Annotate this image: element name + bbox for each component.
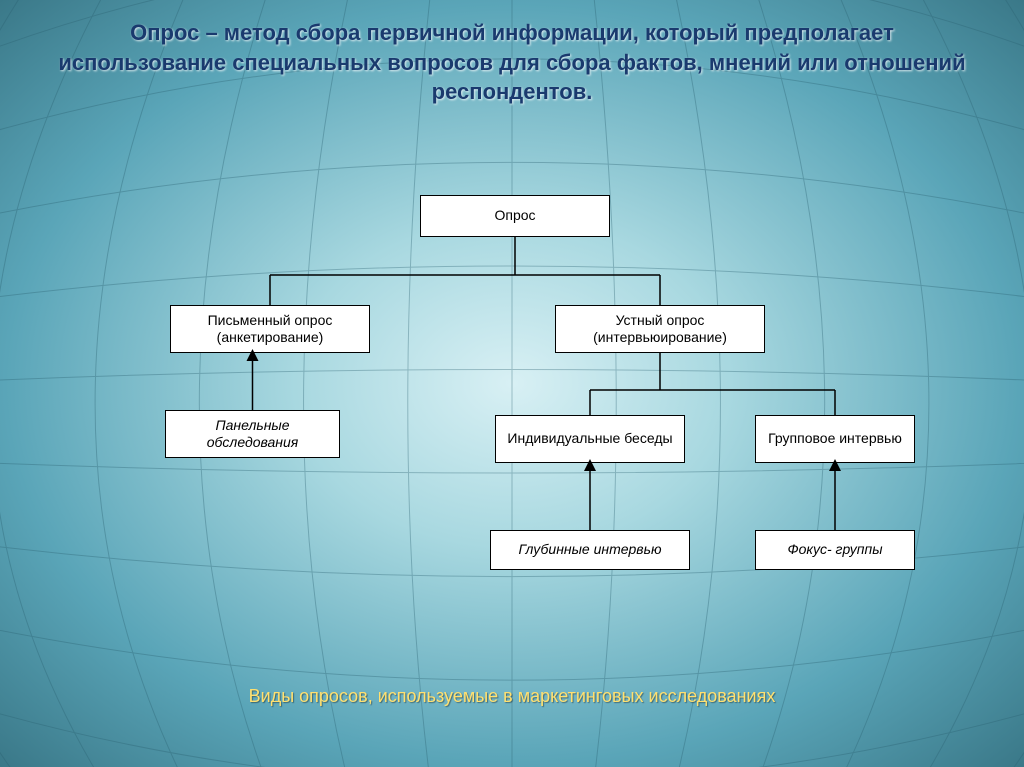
connectors xyxy=(0,0,1024,767)
content-layer: Опрос – метод сбора первичной информации… xyxy=(0,0,1024,767)
node-right: Устный опрос (интервьюирование) xyxy=(555,305,765,353)
caption-text: Виды опросов, используемые в маркетингов… xyxy=(0,686,1024,707)
node-focus: Фокус- группы xyxy=(755,530,915,570)
node-root: Опрос xyxy=(420,195,610,237)
node-group: Групповое интервью xyxy=(755,415,915,463)
node-deep: Глубинные интервью xyxy=(490,530,690,570)
node-panel: Панельные обследования xyxy=(165,410,340,458)
page-title: Опрос – метод сбора первичной информации… xyxy=(50,18,974,107)
node-indiv: Индивидуальные беседы xyxy=(495,415,685,463)
node-left: Письменный опрос (анкетирование) xyxy=(170,305,370,353)
